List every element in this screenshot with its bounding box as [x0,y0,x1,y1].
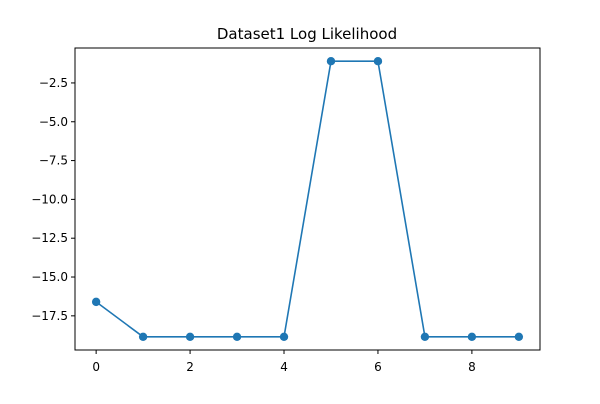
y-tick-label: −2.5 [39,76,68,90]
data-point [232,332,242,342]
plot-area: 0 2 4 6 8 −2.5 −5.0 −7.5 −10.0 −12.5 −15.0 −17.5 [31,47,541,374]
y-tick-label: −12.5 [31,231,68,245]
x-tick-label: 6 [374,360,382,374]
data-point [467,332,477,342]
x-tick-label: 4 [280,360,288,374]
data-point [138,332,148,342]
y-tick-label: −17.5 [31,309,68,323]
y-tick-label: −10.0 [31,192,68,206]
data-point [514,332,524,342]
x-tick-label: 8 [468,360,476,374]
x-tick-label: 2 [186,360,194,374]
y-tick-label: −5.0 [39,115,68,129]
y-tick-label: −7.5 [39,154,68,168]
data-point [91,297,101,307]
data-point [373,56,383,66]
y-tick-label: −15.0 [31,270,68,284]
x-tick-label: 0 [92,360,100,374]
series-line [95,60,519,338]
data-point [279,332,289,342]
data-point [326,56,336,66]
data-point [420,332,430,342]
chart-title: Dataset1 Log Likelihood [217,25,397,43]
data-point [185,332,195,342]
